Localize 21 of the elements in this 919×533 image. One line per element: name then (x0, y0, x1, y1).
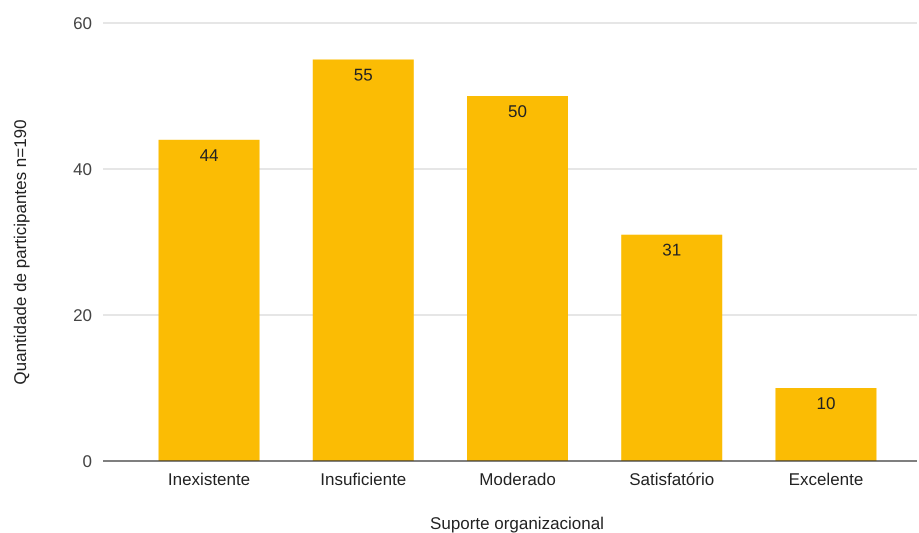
x-tick-label: Insuficiente (320, 470, 406, 489)
x-tick-label: Satisfatório (629, 470, 714, 489)
x-tick-label: Inexistente (168, 470, 250, 489)
y-tick-label: 40 (73, 160, 92, 179)
bar (158, 140, 260, 461)
bar (466, 96, 568, 461)
x-axis-title: Suporte organizacional (430, 514, 604, 533)
data-label: 50 (508, 102, 527, 121)
y-tick-label: 20 (73, 306, 92, 325)
y-tick-label: 0 (82, 452, 92, 471)
y-tick-label: 60 (73, 14, 92, 33)
data-label: 31 (662, 240, 682, 260)
x-tick-label: Moderado (479, 470, 556, 489)
y-axis-title: Quantidade de participantes n=190 (11, 119, 30, 385)
bar (775, 388, 876, 461)
data-label: 44 (200, 146, 218, 165)
data-label: 10 (816, 394, 836, 413)
bar (312, 60, 414, 461)
x-tick-label: Excelente (788, 470, 864, 489)
data-label: 55 (354, 66, 373, 84)
bar (621, 234, 722, 461)
